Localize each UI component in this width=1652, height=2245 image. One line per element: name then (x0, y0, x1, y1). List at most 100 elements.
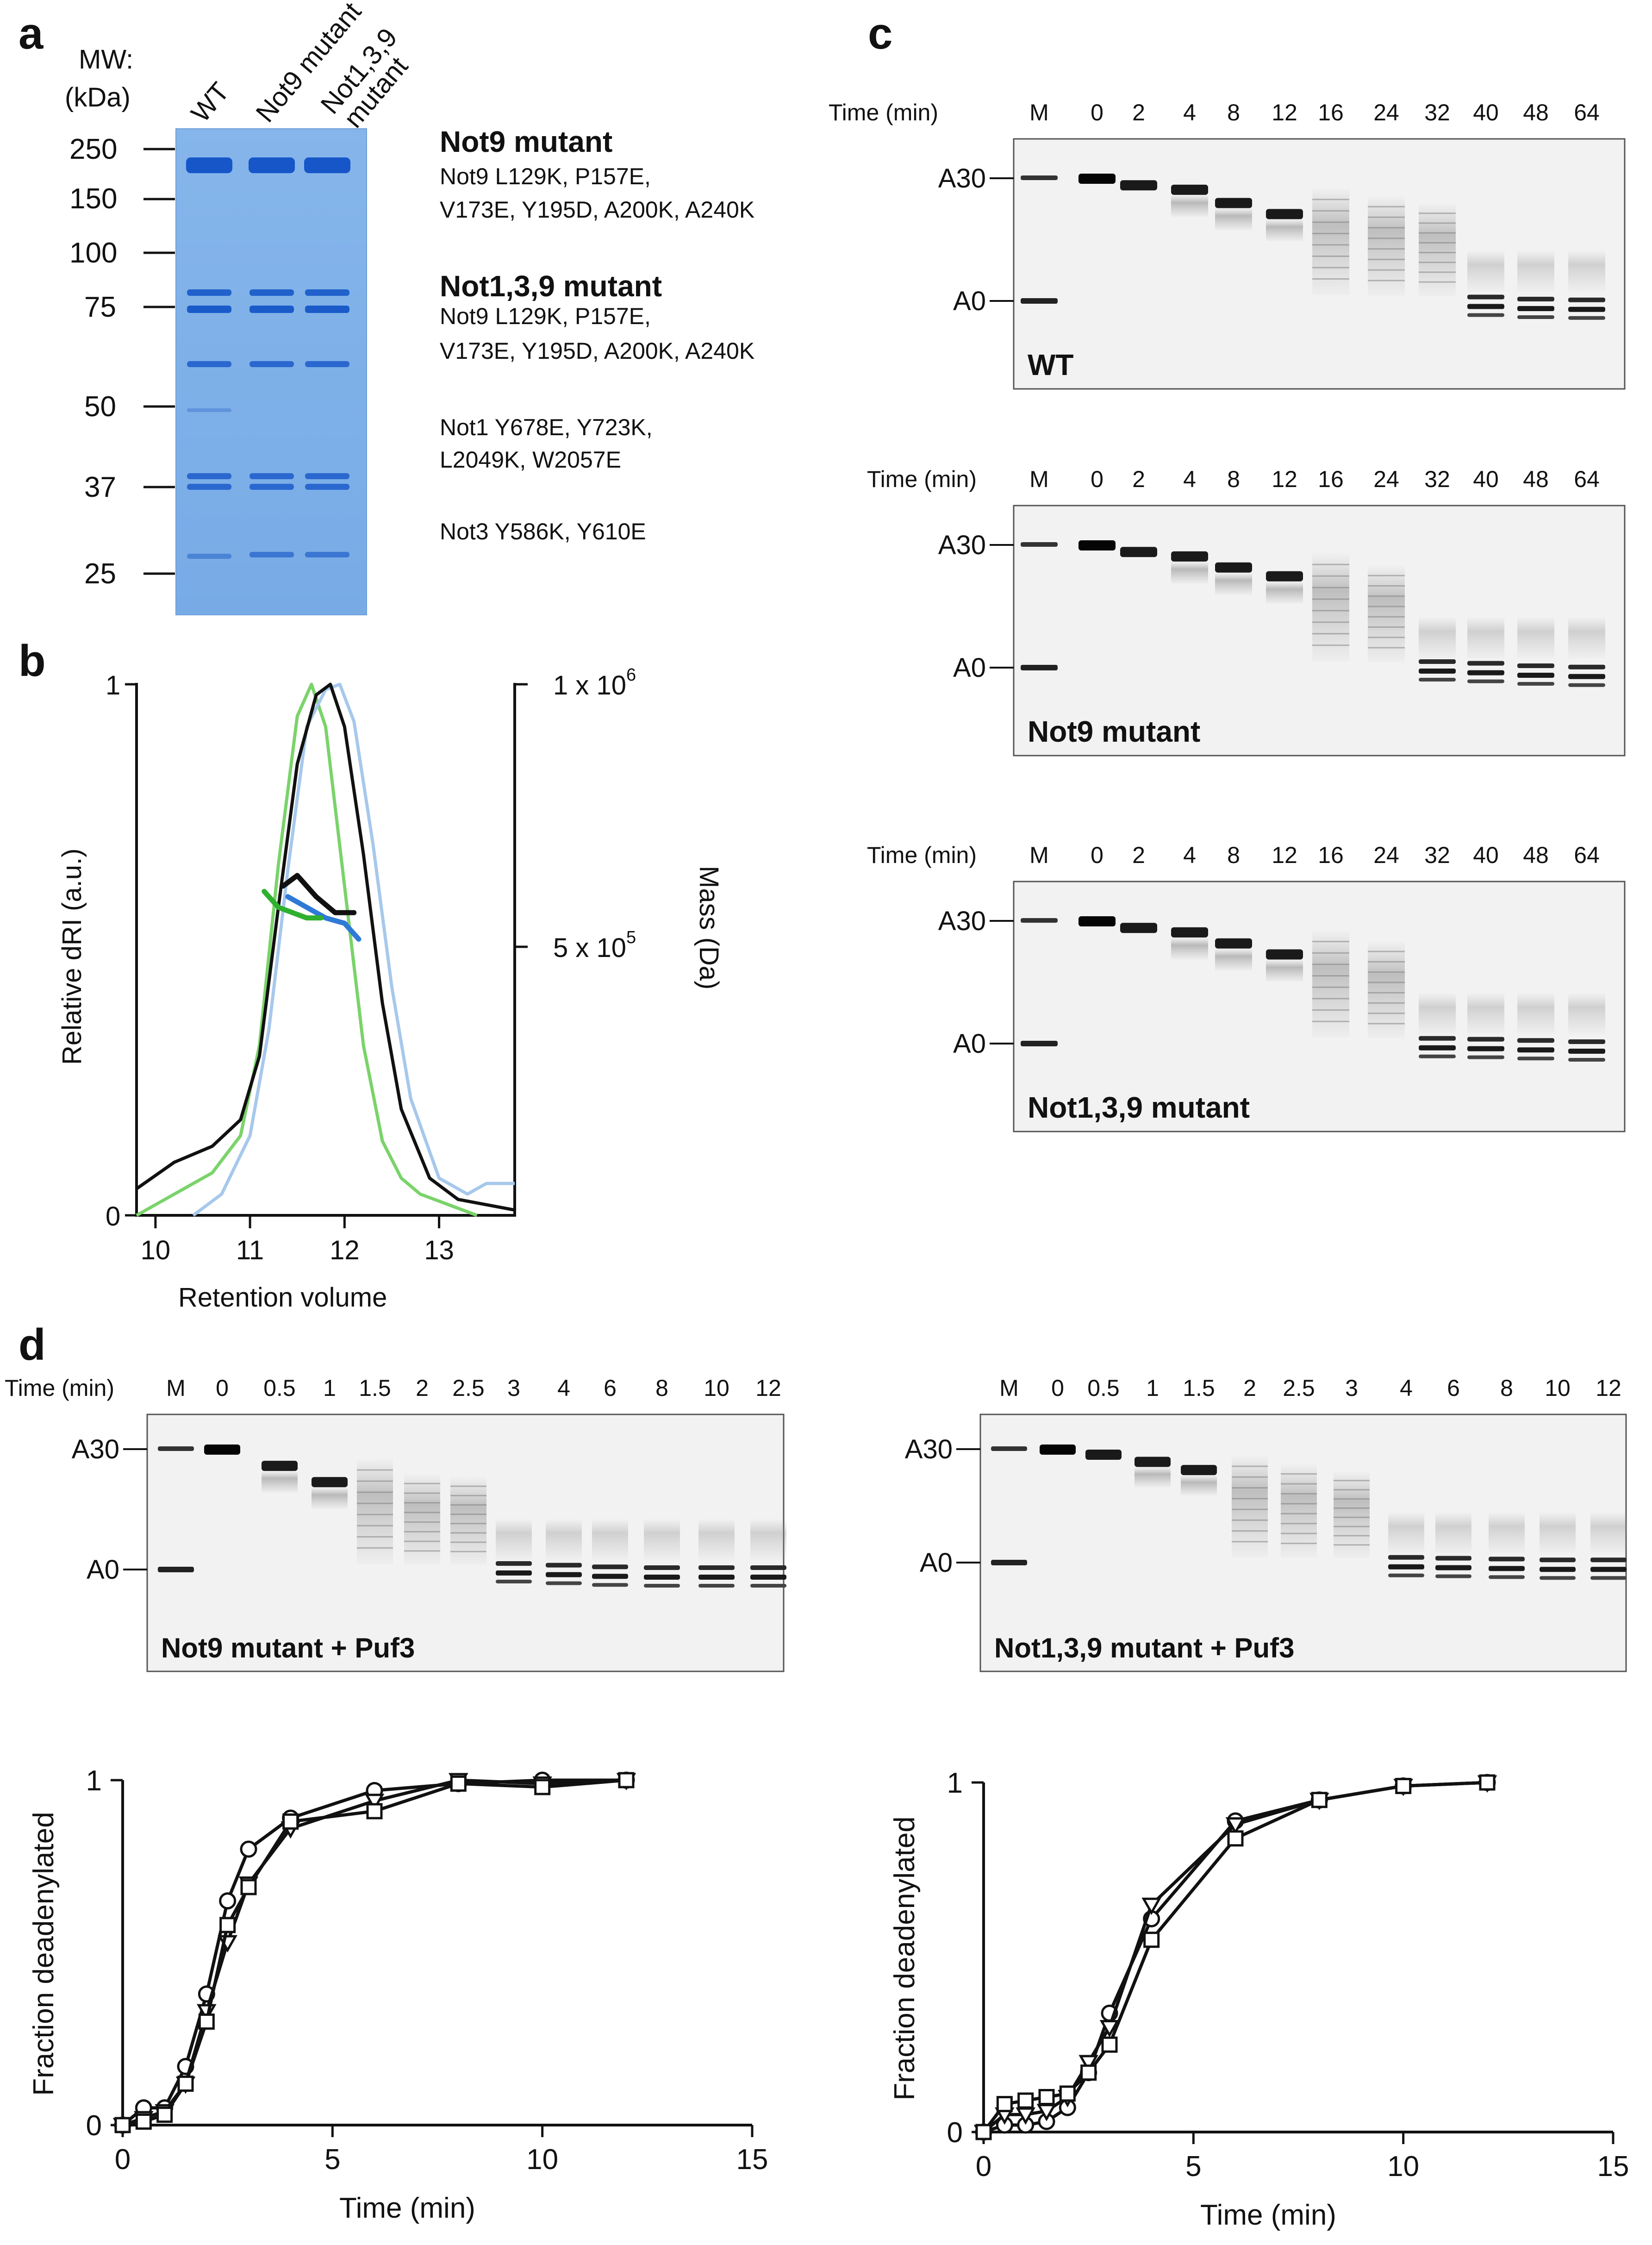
lane-label: 32 (1424, 100, 1450, 125)
band (1215, 938, 1252, 949)
gel-lane (1368, 940, 1405, 1038)
gel-lane (644, 1519, 680, 1588)
smear (1467, 617, 1504, 658)
ladder-band (1334, 1526, 1370, 1527)
band (1467, 679, 1504, 683)
band (1266, 949, 1303, 960)
lane-label: 40 (1473, 100, 1499, 125)
gel-lane (1078, 174, 1116, 184)
band (1467, 294, 1504, 300)
band (1419, 659, 1456, 664)
band (496, 1570, 532, 1576)
series-line (122, 1778, 627, 2127)
panel-c: c Time (min) M 0 2 4 8 12 16 24 32 40 48 64A30A0WTTi… (829, 9, 1626, 1132)
y2label-b: Mass (Da) (694, 866, 724, 989)
lane-label: 4 (1400, 1375, 1413, 1401)
point-square (1395, 1778, 1412, 1795)
gel-lane (1467, 617, 1504, 683)
gel-lane (1078, 916, 1116, 926)
point-square (114, 2117, 131, 2133)
xtick-label: 5 (1185, 2151, 1201, 2182)
band (1467, 304, 1504, 309)
lane-label: M (166, 1375, 186, 1401)
ladder-band (1419, 222, 1456, 224)
band (1120, 547, 1157, 557)
xtick-label: 15 (736, 2144, 768, 2176)
dri-line-2 (192, 682, 515, 1217)
ladder-band (450, 1495, 486, 1496)
band (1135, 1457, 1171, 1467)
ladder-band (1312, 255, 1349, 257)
point-circle (219, 1892, 237, 1910)
gel-lane (1368, 564, 1405, 663)
lane-label: 6 (604, 1375, 617, 1401)
marker-a30: A30 (938, 906, 986, 936)
band (1419, 669, 1456, 674)
y2tick-b-top: 1 x 106 (553, 665, 636, 700)
band (1568, 664, 1605, 669)
band (1388, 1573, 1424, 1577)
ytick-label: 1 (947, 1767, 963, 1799)
ladder-band (1368, 616, 1405, 618)
smear (1266, 959, 1303, 982)
gel-lane (1120, 180, 1157, 191)
lane-label: 2 (1132, 466, 1145, 492)
sds-gel (175, 128, 367, 615)
ladder-band (1312, 575, 1349, 577)
gel-lane (1568, 993, 1605, 1062)
ladder-band (404, 1492, 440, 1494)
ytick-label: 0 (947, 2117, 963, 2149)
gel-lane (1489, 1512, 1525, 1579)
lane-label: M (1029, 466, 1049, 492)
lane-label: 12 (1272, 842, 1297, 868)
lane-label: 6 (1447, 1375, 1460, 1401)
series-square (114, 1772, 635, 2133)
sec-mals-chart: 1 0 Relative dRI (a.u.) Mass (Da) 1 x 10… (57, 665, 724, 1313)
band (1171, 927, 1208, 938)
ladder-band (450, 1513, 486, 1515)
ladder-band (450, 1504, 486, 1506)
lane-label: 64 (1574, 842, 1600, 868)
ladder-band (404, 1531, 440, 1532)
smear (1435, 1512, 1471, 1553)
gel-lane (1266, 949, 1303, 982)
band (1388, 1564, 1424, 1570)
smear (592, 1519, 628, 1560)
ladder-band (1368, 575, 1405, 576)
lane-label: 10 (704, 1375, 729, 1401)
point-square (618, 1772, 635, 1788)
ladder-band (1368, 951, 1405, 952)
gel-c-3: Time (min) M 0 2 4 8 12 16 24 32 40 48 64A30A0Not1,3… (867, 842, 1626, 1132)
series-line (121, 1778, 626, 2126)
ladder-band (1334, 1480, 1370, 1482)
ladder-band (1281, 1503, 1317, 1505)
ladder-band (1419, 252, 1456, 253)
lane-label: 2.5 (1283, 1375, 1315, 1401)
band (1435, 1556, 1471, 1561)
smear (1135, 1467, 1171, 1488)
ladder-band (1368, 1013, 1405, 1014)
band (1078, 174, 1116, 184)
gel-lane (750, 1519, 786, 1588)
panel-b: b 1 0 Relative dRI (a.u.) Mass (Da) 1 x … (19, 636, 724, 1313)
marker-a0: A0 (953, 1029, 986, 1059)
gel-lane (404, 1473, 440, 1565)
band (1467, 313, 1504, 317)
lane-label: 2 (1243, 1375, 1256, 1401)
band (1467, 670, 1504, 675)
ladder-band (1368, 992, 1405, 994)
gel-bands (186, 157, 350, 559)
smear (1312, 929, 1349, 1038)
smear (1467, 993, 1504, 1034)
marker-a30: A30 (938, 530, 986, 560)
gel-lane (1215, 938, 1252, 971)
gel-lane (1171, 927, 1208, 960)
band (1021, 918, 1058, 923)
ladder-band (1232, 1519, 1268, 1521)
ladder-band (1232, 1465, 1268, 1467)
gel-lane (1517, 617, 1554, 686)
lane-label: 0.5 (263, 1375, 296, 1401)
smear (1312, 187, 1349, 295)
